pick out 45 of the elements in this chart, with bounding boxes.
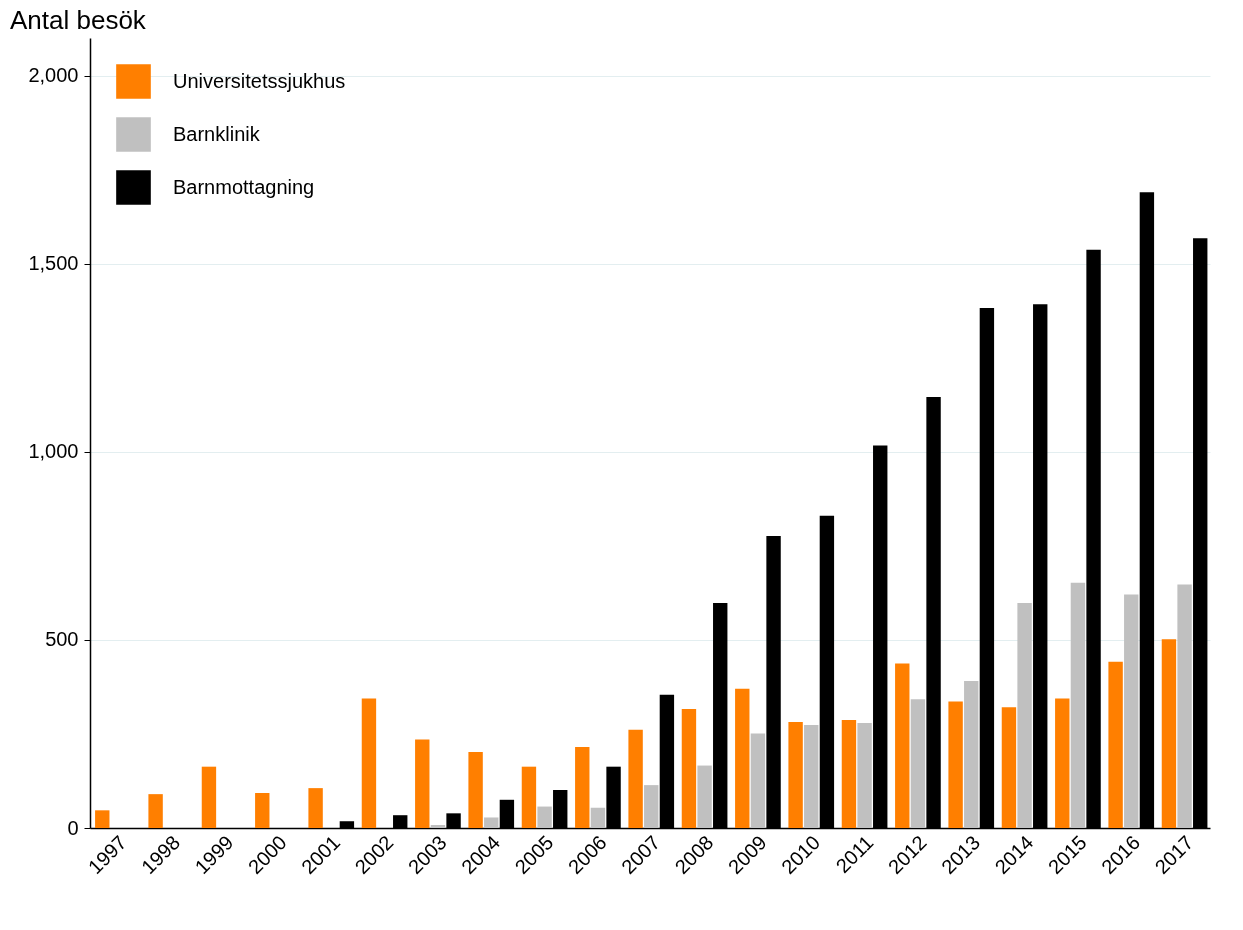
bar xyxy=(1070,582,1086,828)
bar xyxy=(590,807,606,828)
y-tick-label: 500 xyxy=(45,628,79,651)
bar xyxy=(895,663,910,828)
bar xyxy=(841,720,857,828)
bar xyxy=(910,699,926,828)
bar xyxy=(1001,707,1017,828)
bar xyxy=(521,766,537,828)
bar xyxy=(255,793,270,828)
legend-label: Barnmottagning xyxy=(173,175,315,198)
legend-label: Universitetssjukhus xyxy=(173,69,346,92)
bar xyxy=(804,724,819,828)
bar xyxy=(788,721,803,828)
bar xyxy=(1055,698,1070,828)
y-tick-label: 1,000 xyxy=(28,440,79,463)
bar xyxy=(1161,639,1177,828)
bar xyxy=(1124,594,1139,828)
bar xyxy=(484,817,499,828)
bar xyxy=(948,701,963,828)
bar xyxy=(148,794,163,828)
bar xyxy=(628,729,643,828)
bar xyxy=(1177,584,1192,828)
bar xyxy=(201,766,217,828)
bar xyxy=(575,747,590,828)
bar xyxy=(537,806,552,828)
bar xyxy=(468,752,483,828)
bar xyxy=(681,709,697,828)
bar xyxy=(95,810,110,828)
bar xyxy=(735,688,750,828)
y-axis-title: Antal besök xyxy=(10,5,147,35)
y-tick-label: 2,000 xyxy=(28,64,79,87)
bar xyxy=(964,680,979,828)
bar xyxy=(1017,603,1032,828)
bar xyxy=(415,739,430,828)
bar xyxy=(430,824,446,828)
y-tick-label: 0 xyxy=(67,816,79,839)
bar xyxy=(644,785,659,828)
y-tick-label: 1,500 xyxy=(28,252,79,275)
bar xyxy=(361,698,377,828)
bar xyxy=(697,765,712,828)
bar xyxy=(857,723,872,828)
bar xyxy=(308,788,323,828)
bar xyxy=(1108,661,1123,828)
bar xyxy=(750,733,766,828)
legend-label: Barnklinik xyxy=(173,122,261,145)
